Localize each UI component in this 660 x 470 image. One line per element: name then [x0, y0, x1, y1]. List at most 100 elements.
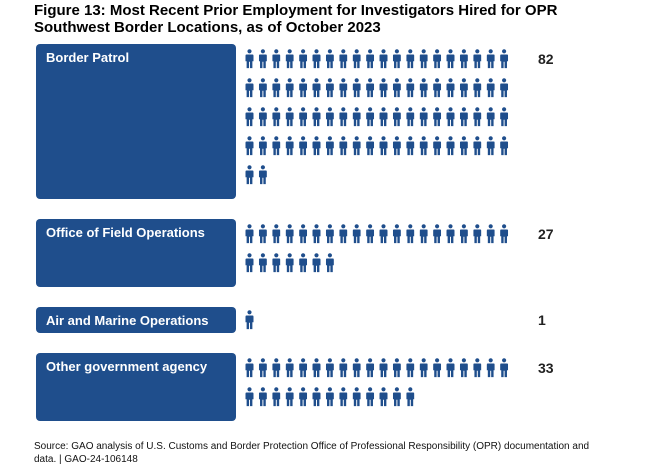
person-icon	[299, 49, 308, 69]
person-icon	[392, 49, 401, 69]
person-icon	[446, 358, 455, 378]
person-icon	[258, 253, 267, 273]
person-icon	[312, 253, 321, 273]
person-icon	[299, 224, 308, 244]
category-bar	[36, 353, 236, 421]
person-icon	[419, 358, 428, 378]
person-icon	[285, 358, 294, 378]
person-icon	[285, 107, 294, 127]
person-icon	[392, 78, 401, 98]
person-icon	[486, 49, 495, 69]
person-icon	[272, 253, 281, 273]
person-icon	[352, 358, 361, 378]
person-icon	[500, 136, 509, 156]
value-label: 27	[538, 226, 554, 242]
title-line-1: Figure 13: Most Recent Prior Employment …	[34, 2, 558, 19]
person-icon	[379, 107, 388, 127]
person-icon	[486, 224, 495, 244]
person-icon	[366, 107, 375, 127]
person-icon	[325, 49, 334, 69]
category-label: Air and Marine Operations	[46, 313, 209, 328]
person-icon	[459, 107, 468, 127]
person-icon	[379, 78, 388, 98]
person-icon	[312, 78, 321, 98]
person-icon	[258, 107, 267, 127]
person-icon	[406, 358, 415, 378]
person-icon	[339, 78, 348, 98]
title-line-2: Southwest Border Locations, as of Octobe…	[34, 19, 381, 36]
person-icon	[352, 78, 361, 98]
category-label: Office of Field Operations	[46, 225, 205, 240]
person-icon	[486, 78, 495, 98]
person-icon	[379, 387, 388, 407]
person-icon	[339, 224, 348, 244]
person-icon	[419, 224, 428, 244]
person-icon	[419, 136, 428, 156]
person-icon	[272, 358, 281, 378]
person-icon	[419, 107, 428, 127]
person-icon	[500, 358, 509, 378]
person-icon	[433, 49, 442, 69]
person-icon	[299, 136, 308, 156]
person-icon	[392, 387, 401, 407]
person-icon	[325, 107, 334, 127]
person-icon	[446, 107, 455, 127]
person-icon	[245, 358, 254, 378]
person-icon	[339, 136, 348, 156]
person-icon	[312, 358, 321, 378]
person-icon	[379, 136, 388, 156]
person-icon	[366, 358, 375, 378]
person-icon	[299, 107, 308, 127]
person-icon	[245, 253, 254, 273]
person-icon	[245, 107, 254, 127]
person-icon	[299, 387, 308, 407]
person-icon	[312, 387, 321, 407]
category-group: Border Patrol 82	[36, 44, 554, 199]
person-icon	[433, 224, 442, 244]
person-icon	[339, 107, 348, 127]
category-group: Air and Marine Operations 1	[36, 307, 546, 333]
person-icon	[500, 224, 509, 244]
person-icon	[312, 224, 321, 244]
person-icon	[406, 387, 415, 407]
person-icon	[312, 136, 321, 156]
person-icon	[446, 49, 455, 69]
person-icon	[352, 387, 361, 407]
category-bar	[36, 44, 236, 199]
person-icon	[272, 387, 281, 407]
person-icon	[285, 136, 294, 156]
person-icon	[299, 253, 308, 273]
person-icon	[459, 78, 468, 98]
person-icon	[339, 387, 348, 407]
person-icon	[473, 136, 482, 156]
category-label: Other government agency	[46, 359, 208, 374]
person-icon	[473, 49, 482, 69]
person-icon	[406, 78, 415, 98]
person-icon	[379, 224, 388, 244]
person-icon	[473, 78, 482, 98]
category-bar	[36, 307, 236, 333]
person-icon	[446, 78, 455, 98]
person-icon	[245, 49, 254, 69]
source-line-2: data. | GAO-24-106148	[34, 454, 138, 465]
person-icon	[245, 224, 254, 244]
person-icon	[325, 136, 334, 156]
person-icon	[379, 49, 388, 69]
category-group: Office of Field Operations 27	[36, 219, 554, 287]
person-icon	[473, 107, 482, 127]
person-icon	[285, 253, 294, 273]
person-icon	[312, 49, 321, 69]
person-icon	[258, 49, 267, 69]
person-icon	[285, 224, 294, 244]
person-icon	[258, 78, 267, 98]
value-label: 33	[538, 360, 554, 376]
person-icon	[339, 358, 348, 378]
person-icon	[433, 78, 442, 98]
person-icon	[406, 224, 415, 244]
person-icon	[446, 136, 455, 156]
person-icon	[392, 136, 401, 156]
person-icon	[366, 49, 375, 69]
person-icon	[459, 49, 468, 69]
person-icon	[325, 253, 334, 273]
person-icon	[392, 224, 401, 244]
